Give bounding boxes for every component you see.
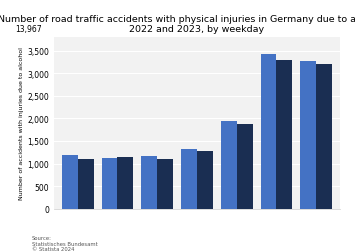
- Bar: [197, 151, 213, 209]
- Bar: [181, 149, 197, 209]
- Bar: [277, 61, 292, 209]
- Text: 13,967: 13,967: [15, 25, 42, 34]
- Y-axis label: Number of accidents with injuries due to alcohol: Number of accidents with injuries due to…: [20, 47, 24, 200]
- Bar: [316, 65, 332, 209]
- Bar: [237, 125, 252, 209]
- Bar: [157, 159, 173, 209]
- Bar: [118, 157, 133, 209]
- Bar: [221, 121, 237, 209]
- Title: Number of road traffic accidents with physical injuries in Germany due to alcoho: Number of road traffic accidents with ph…: [0, 15, 355, 34]
- Bar: [261, 55, 277, 209]
- Bar: [78, 160, 94, 209]
- Bar: [141, 157, 157, 209]
- Bar: [300, 62, 316, 209]
- Bar: [62, 156, 78, 209]
- Bar: [102, 158, 118, 209]
- Text: Source:
Statistisches Bundesamt
© Statista 2024: Source: Statistisches Bundesamt © Statis…: [32, 235, 98, 251]
